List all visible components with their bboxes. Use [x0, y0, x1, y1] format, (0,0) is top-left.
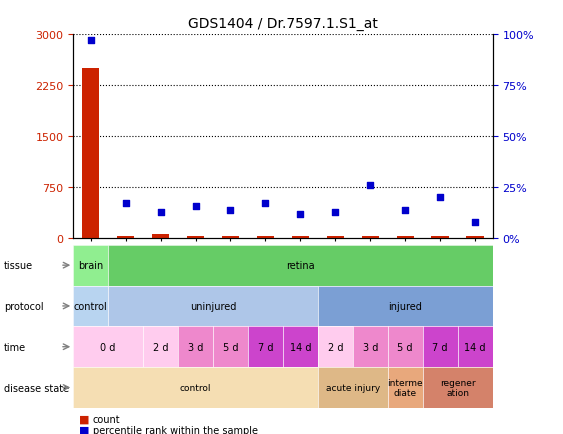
- Bar: [327, 237, 344, 239]
- Bar: [152, 235, 169, 239]
- Point: [366, 182, 375, 189]
- Text: 0 d: 0 d: [100, 342, 116, 352]
- Point: [471, 219, 480, 226]
- Bar: [466, 237, 484, 239]
- Text: protocol: protocol: [4, 301, 43, 311]
- Point: [191, 203, 200, 210]
- Text: brain: brain: [78, 260, 103, 270]
- Text: 14 d: 14 d: [464, 342, 486, 352]
- Text: retina: retina: [286, 260, 315, 270]
- Point: [261, 201, 270, 207]
- Text: 14 d: 14 d: [289, 342, 311, 352]
- Point: [86, 37, 95, 44]
- Text: 2 d: 2 d: [328, 342, 343, 352]
- Text: 5 d: 5 d: [223, 342, 238, 352]
- Text: ■: ■: [79, 414, 90, 424]
- Bar: [292, 237, 309, 239]
- Bar: [117, 237, 135, 239]
- Bar: [396, 237, 414, 239]
- Point: [156, 209, 165, 216]
- Text: uninjured: uninjured: [190, 301, 236, 311]
- Point: [121, 201, 130, 207]
- Text: time: time: [4, 342, 26, 352]
- Text: 7 d: 7 d: [258, 342, 273, 352]
- Point: [226, 207, 235, 214]
- Text: interme
diate: interme diate: [387, 378, 423, 397]
- Point: [401, 207, 410, 214]
- Bar: [361, 237, 379, 239]
- Text: 3 d: 3 d: [363, 342, 378, 352]
- Bar: [82, 69, 100, 239]
- Text: percentile rank within the sample: percentile rank within the sample: [93, 425, 258, 434]
- Point: [296, 211, 305, 218]
- Text: 3 d: 3 d: [188, 342, 203, 352]
- Text: regener
ation: regener ation: [440, 378, 476, 397]
- Text: control: control: [180, 383, 211, 392]
- Text: 7 d: 7 d: [432, 342, 448, 352]
- Bar: [257, 237, 274, 239]
- Text: injured: injured: [388, 301, 422, 311]
- Point: [331, 209, 340, 216]
- Bar: [187, 237, 204, 239]
- Title: GDS1404 / Dr.7597.1.S1_at: GDS1404 / Dr.7597.1.S1_at: [188, 17, 378, 31]
- Text: ■: ■: [79, 425, 90, 434]
- Text: count: count: [93, 414, 120, 424]
- Text: control: control: [74, 301, 108, 311]
- Bar: [431, 237, 449, 239]
- Text: tissue: tissue: [4, 260, 33, 270]
- Text: acute injury: acute injury: [325, 383, 380, 392]
- Bar: [222, 236, 239, 239]
- Text: 5 d: 5 d: [397, 342, 413, 352]
- Text: 2 d: 2 d: [153, 342, 168, 352]
- Point: [436, 194, 445, 201]
- Text: disease state: disease state: [4, 383, 69, 393]
